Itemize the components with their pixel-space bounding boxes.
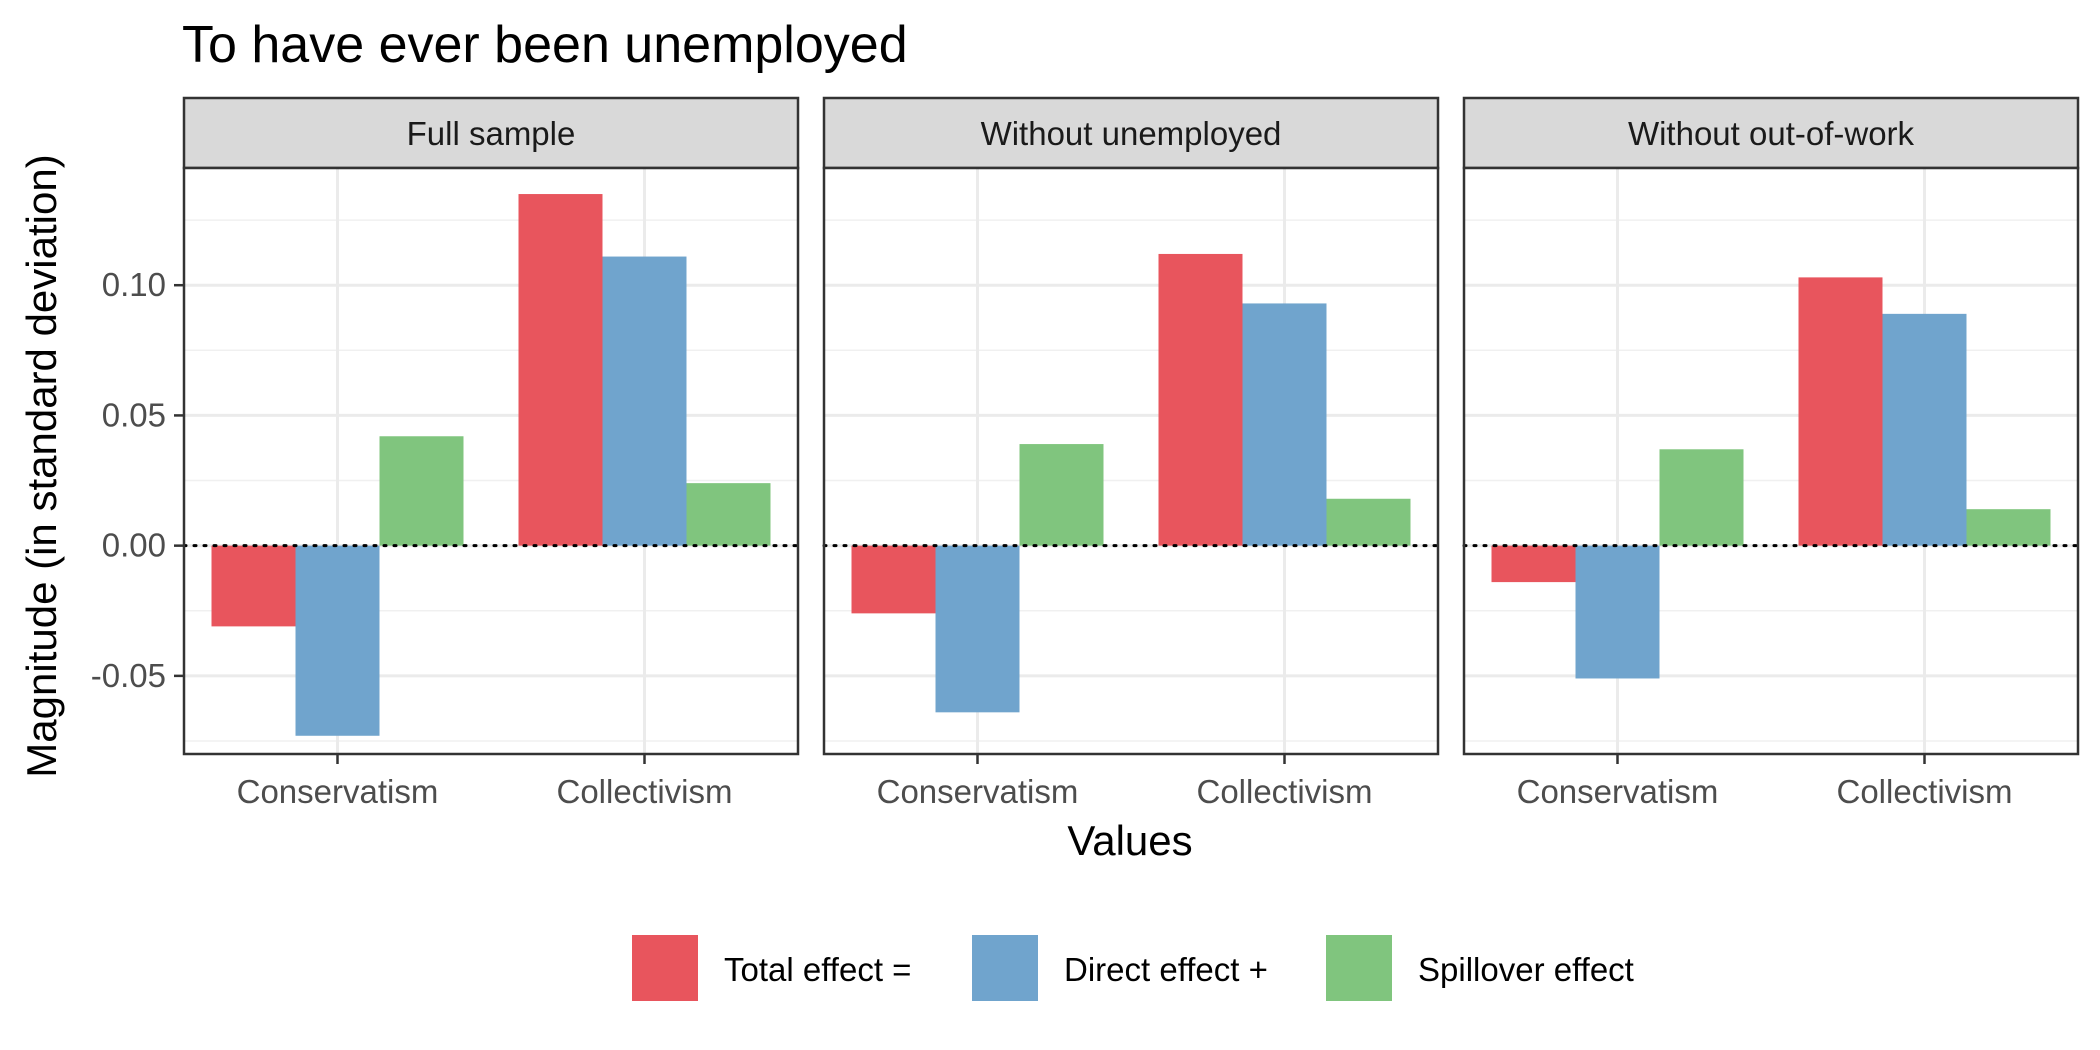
y-tick-label: 0.05 <box>102 396 166 433</box>
panel-background <box>1464 168 2078 754</box>
bar-total-effect-conservatism <box>1491 545 1576 583</box>
y-tick-label: -0.05 <box>91 657 166 694</box>
y-tick-label: 0.00 <box>102 527 166 564</box>
bar-spillover-effect-collectivism <box>1966 509 2051 546</box>
panel-background <box>824 168 1438 754</box>
bar-direct-effect-collectivism <box>1242 303 1327 546</box>
panel-border <box>182 166 800 756</box>
bar-total-effect-collectivism <box>1158 253 1243 546</box>
minor-gridlines <box>1464 219 2078 742</box>
panel-strip-label: Without out-of-work <box>1628 115 1915 152</box>
x-tick-label: Conservatism <box>237 773 439 810</box>
panel-without-unemployed: Without unemployed Conservatism Collectivi… <box>822 96 1440 810</box>
panel-background <box>184 168 798 754</box>
chart-title: To have ever been unemployed <box>182 16 908 74</box>
x-axis-label: Values <box>1067 817 1192 864</box>
bar-spillover-effect-collectivism <box>686 483 771 546</box>
panel-strip <box>1462 96 2080 170</box>
panel-strip <box>182 96 800 170</box>
legend-swatch-spillover-effect <box>1326 935 1392 1001</box>
legend-label: Spillover effect <box>1418 951 1634 988</box>
x-tick-label: Collectivism <box>1836 773 2012 810</box>
bars <box>1491 277 2051 679</box>
y-tick-label: 0.10 <box>102 266 166 303</box>
legend-label: Total effect = <box>724 951 911 988</box>
legend-label: Direct effect + <box>1064 951 1268 988</box>
legend: Total effect = Direct effect + Spillover e… <box>632 935 1634 1001</box>
bar-total-effect-collectivism <box>518 194 603 546</box>
legend-swatch-direct-effect <box>972 935 1038 1001</box>
bar-total-effect-collectivism <box>1798 277 1883 546</box>
panel-full-sample: Full sample Conservatism Collectivism <box>182 96 800 810</box>
bar-spillover-effect-conservatism <box>1019 444 1104 546</box>
panel-border <box>1462 166 2080 756</box>
bar-spillover-effect-conservatism <box>1659 449 1744 546</box>
y-axis: -0.05 0.00 0.05 0.10 <box>91 266 184 694</box>
bar-spillover-effect-collectivism <box>1326 498 1411 546</box>
bar-direct-effect-collectivism <box>1882 313 1967 546</box>
bar-total-effect-conservatism <box>851 545 936 614</box>
x-tick-label: Conservatism <box>877 773 1079 810</box>
x-tick-label: Conservatism <box>1517 773 1719 810</box>
legend-swatch-total-effect <box>632 935 698 1001</box>
panel-border <box>822 166 1440 756</box>
panel-strip-label: Full sample <box>407 115 576 152</box>
bars <box>211 194 771 736</box>
bar-direct-effect-collectivism <box>602 256 687 546</box>
y-axis-label: Magnitude (in standard deviation) <box>18 154 65 777</box>
bars <box>851 253 1411 713</box>
bar-direct-effect-conservatism <box>295 545 380 736</box>
x-tick-label: Collectivism <box>1196 773 1372 810</box>
bar-total-effect-conservatism <box>211 545 296 627</box>
panel-strip-label: Without unemployed <box>981 115 1282 152</box>
bar-spillover-effect-conservatism <box>379 436 464 546</box>
x-tick-label: Collectivism <box>556 773 732 810</box>
bar-direct-effect-conservatism <box>935 545 1020 713</box>
panel-without-out-of-work: Without out-of-work Conservatism Collectiv… <box>1462 96 2080 810</box>
bar-direct-effect-conservatism <box>1575 545 1660 679</box>
panel-strip <box>822 96 1440 170</box>
